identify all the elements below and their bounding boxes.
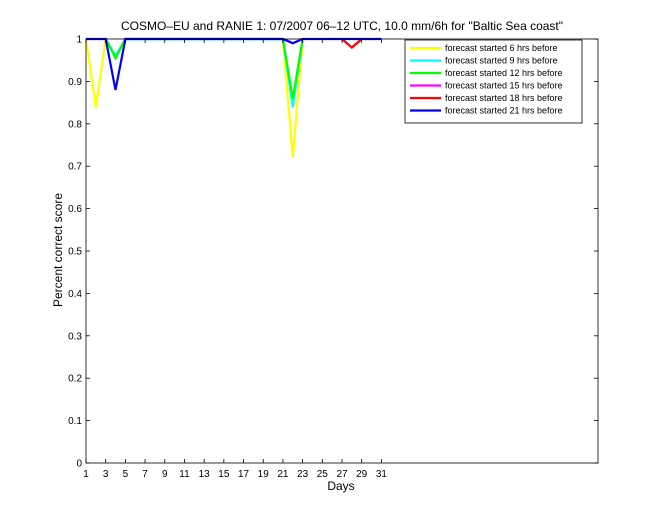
- x-tick-label: 17: [238, 469, 250, 480]
- x-tick-label: 15: [218, 469, 230, 480]
- y-tick-label: 0.2: [68, 374, 82, 385]
- legend: forecast started 6 hrs before forecast st…: [404, 39, 583, 124]
- x-axis: 1 3 5 7 9 11 13 15 17 19 21 23 25 27 29 31: [83, 39, 387, 480]
- x-tick-label: 5: [123, 469, 129, 480]
- x-tick-label: 9: [162, 469, 168, 480]
- x-tick-label: 3: [103, 469, 109, 480]
- x-tick-label: 19: [258, 469, 270, 480]
- y-tick-label: 0.1: [68, 416, 82, 427]
- y-axis: 0 0.1 0.2 0.3 0.4 0.5 0.6 0.7 0.8 0.9 1: [68, 35, 598, 470]
- x-tick-label: 27: [336, 469, 348, 480]
- y-axis-title: Percent correct score: [51, 193, 65, 307]
- x-tick-label: 29: [356, 469, 368, 480]
- legend-label: forecast started 12 hrs before: [445, 68, 563, 78]
- legend-label: forecast started 21 hrs before: [445, 106, 563, 116]
- y-tick-label: 0.7: [68, 162, 82, 173]
- y-tick-label: 0: [76, 459, 82, 470]
- legend-label: forecast started 15 hrs before: [445, 81, 563, 91]
- y-tick-label: 0.8: [68, 119, 82, 130]
- legend-label: forecast started 9 hrs before: [445, 56, 558, 66]
- x-axis-title: Days: [327, 479, 354, 493]
- y-tick-label: 1: [76, 35, 82, 46]
- y-tick-label: 0.4: [68, 289, 82, 300]
- x-tick-label: 31: [376, 469, 388, 480]
- legend-label: forecast started 6 hrs before: [445, 43, 558, 53]
- y-tick-label: 0.6: [68, 204, 82, 215]
- x-tick-label: 23: [297, 469, 309, 480]
- x-tick-label: 1: [83, 469, 89, 480]
- x-tick-label: 25: [317, 469, 329, 480]
- x-tick-label: 7: [142, 469, 148, 480]
- y-tick-label: 0.9: [68, 77, 82, 88]
- x-tick-label: 11: [179, 469, 190, 480]
- chart-title: COSMO–EU and RANIE 1: 07/2007 06–12 UTC,…: [121, 19, 563, 33]
- y-tick-label: 0.5: [68, 247, 82, 258]
- series-line-4: [341, 38, 363, 49]
- x-tick-label: 21: [277, 469, 289, 480]
- legend-box: [404, 39, 583, 124]
- x-tick-label: 13: [199, 469, 211, 480]
- y-tick-label: 0.3: [68, 331, 82, 342]
- legend-label: forecast started 18 hrs before: [445, 93, 563, 103]
